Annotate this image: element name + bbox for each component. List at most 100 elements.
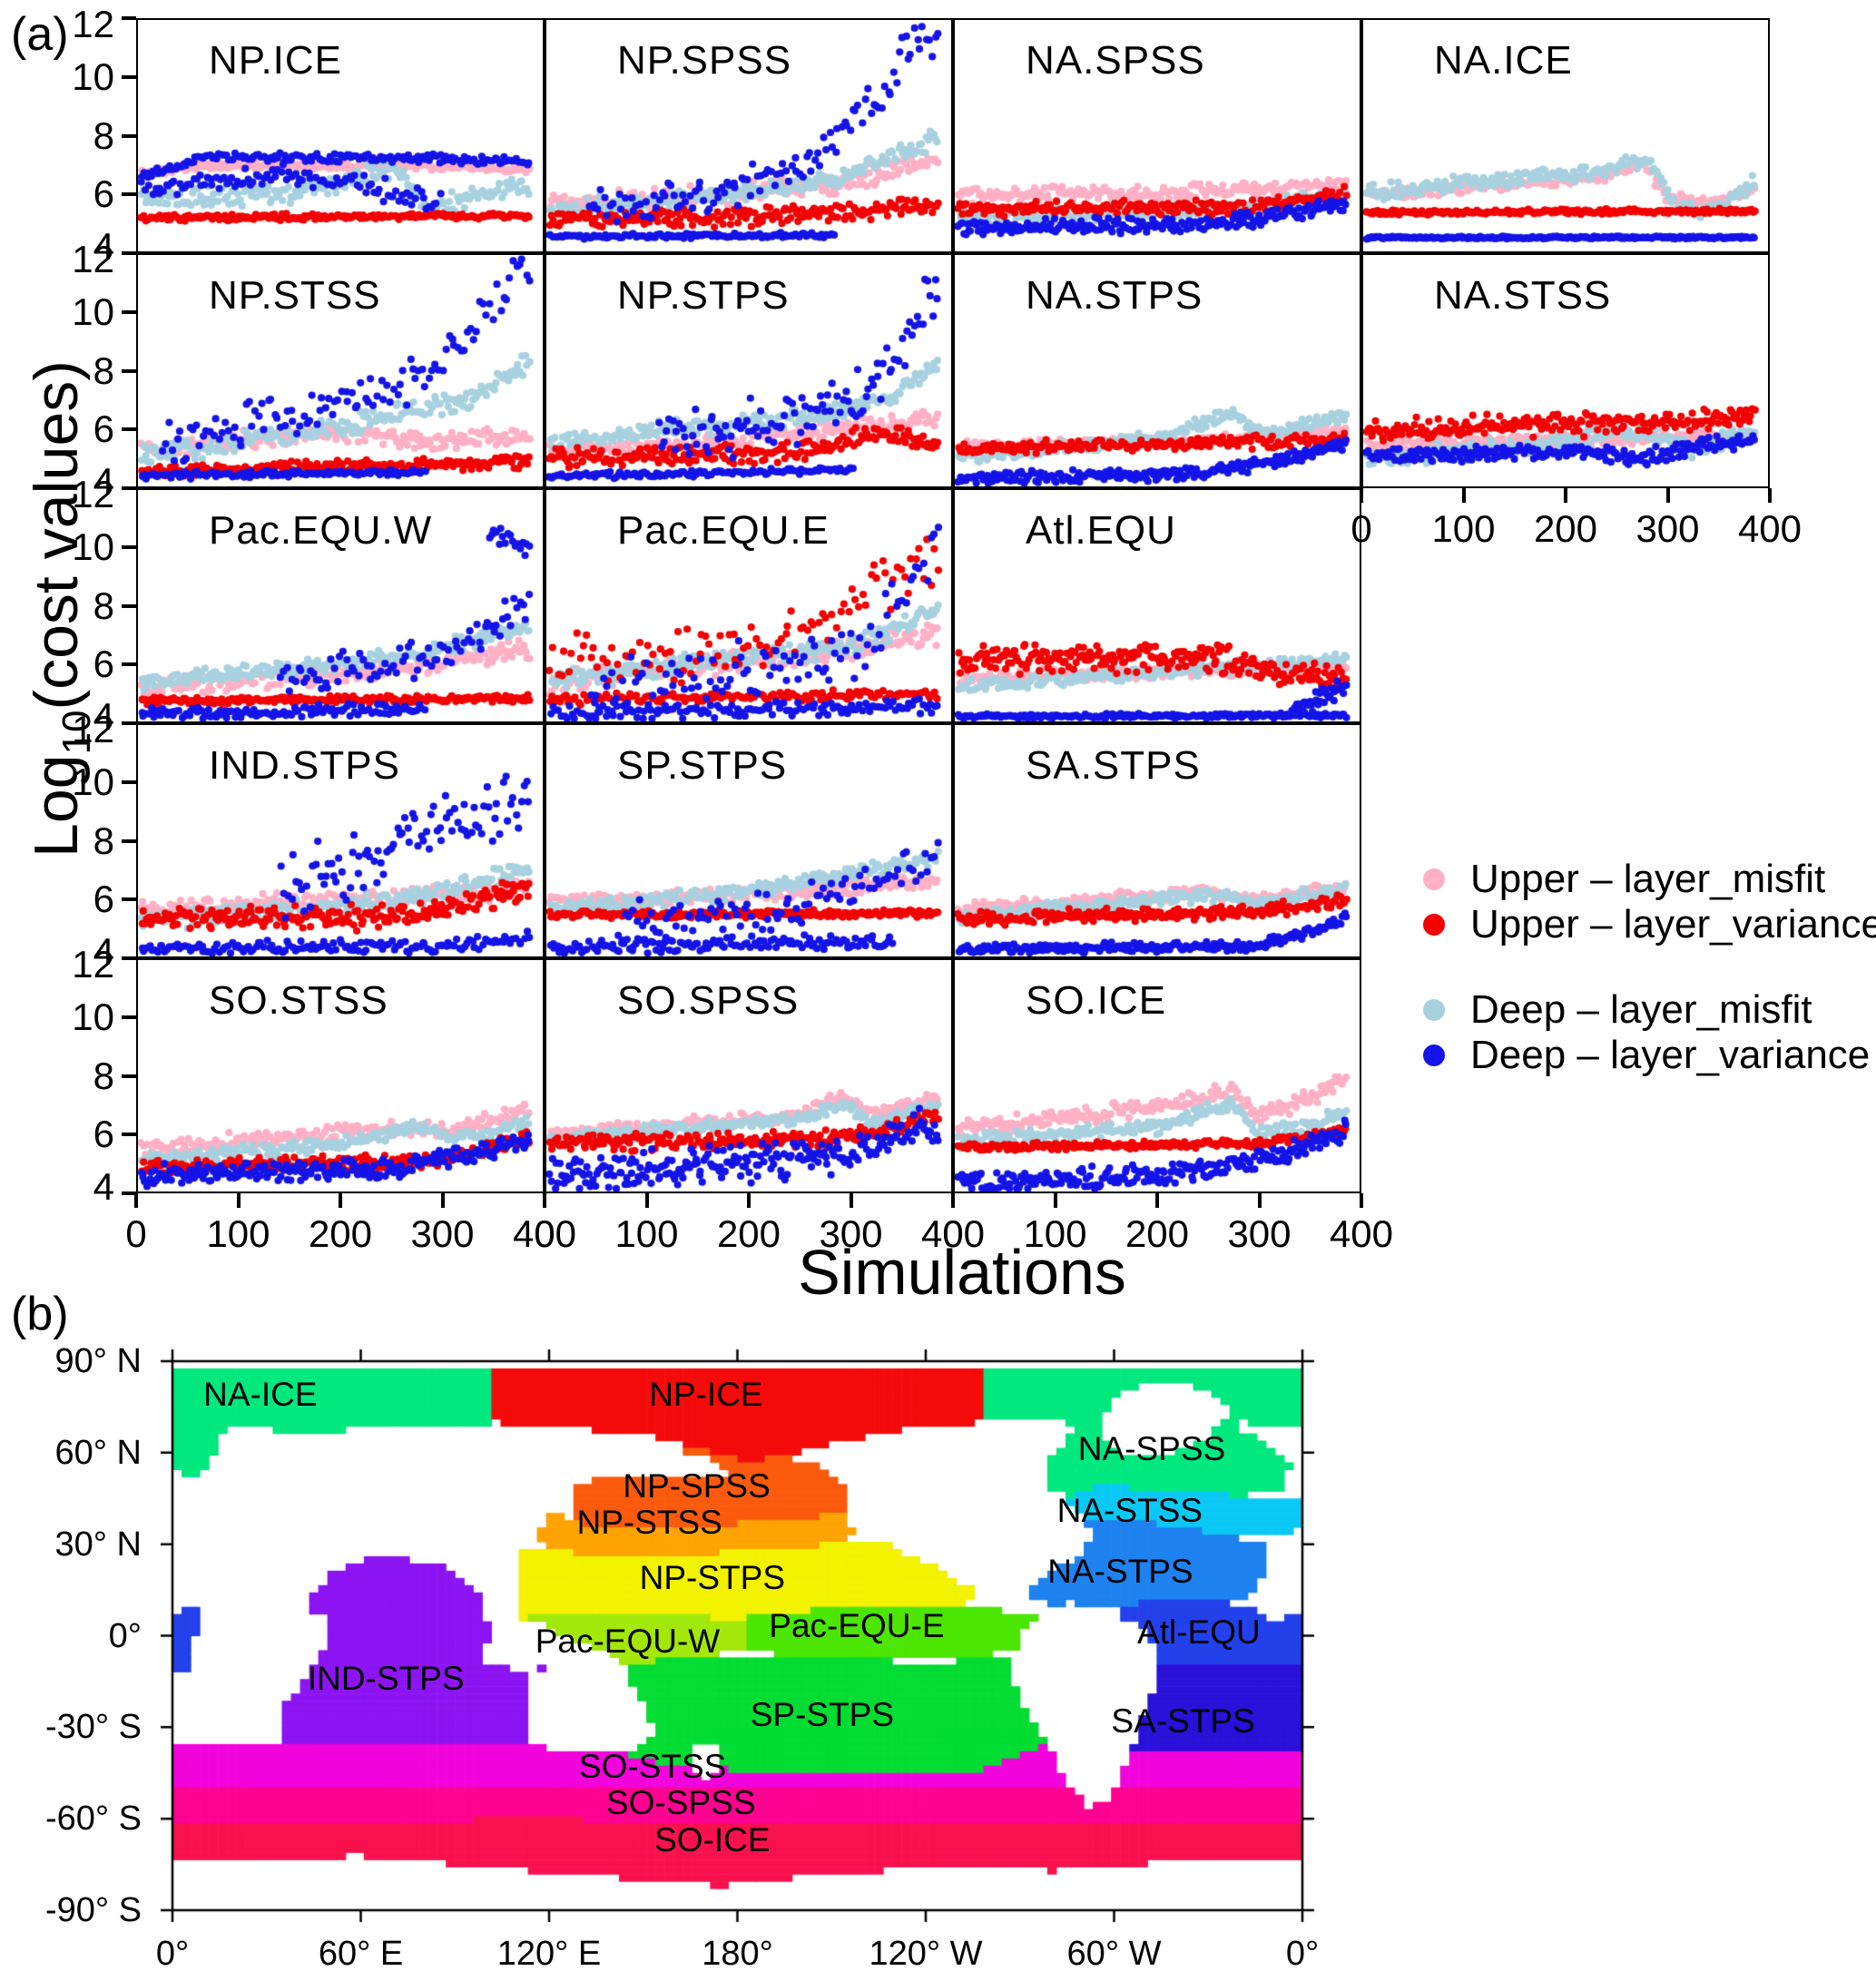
scatter-panel-so-ice: SO.ICE <box>953 958 1361 1193</box>
x-tick-mark <box>236 1193 241 1208</box>
y-tick-label: 8 <box>93 348 114 392</box>
map-region-label-na-spss: NA-SPSS <box>1077 1430 1226 1468</box>
y-tick-mark <box>122 309 136 314</box>
y-tick-label: 6 <box>93 642 114 686</box>
map-canvas <box>136 1334 1352 1969</box>
scatter-panel-sa-stps: SA.STPS <box>953 723 1361 958</box>
scatter-panel-na-stps: NA.STPS <box>953 253 1361 488</box>
map-region-label-na-ice: NA-ICE <box>203 1375 318 1413</box>
y-tick-mark <box>122 16 136 20</box>
deep-variance-dot-icon <box>1423 1044 1445 1066</box>
x-tick-mark <box>1360 488 1363 503</box>
map-y-tick-label: 90° N <box>54 1342 142 1380</box>
x-tick-mark <box>1665 488 1670 503</box>
panel-title-so-stss: SO.STSS <box>209 978 388 1023</box>
x-tick-label: 200 <box>1125 1212 1190 1255</box>
legend-item-upper-variance: Upper – layer_variance <box>1423 902 1876 947</box>
y-tick-label: 4 <box>93 460 114 503</box>
x-tick-mark <box>134 1193 138 1208</box>
y-tick-label: 4 <box>93 225 114 268</box>
y-tick-label: 12 <box>72 473 114 515</box>
y-tick-label: 12 <box>72 708 114 750</box>
scatter-canvas-ind-stps <box>138 725 543 956</box>
map-region-label-np-stss: NP-STSS <box>576 1504 722 1542</box>
legend: Upper – layer_misfit Upper – layer_varia… <box>1423 857 1876 1078</box>
map-x-tick-label: 60° W <box>1066 1935 1162 1971</box>
map-region-label-np-stps: NP-STPS <box>639 1558 786 1596</box>
y-tick-mark <box>122 1133 136 1137</box>
scatter-canvas-np-stps <box>546 255 951 486</box>
map-y-tick-label: -30° S <box>44 1708 142 1747</box>
map-region-label-pac-equ-e: Pac-EQU-E <box>769 1607 945 1645</box>
y-tick-label: 10 <box>72 289 114 333</box>
x-tick-mark <box>951 1193 955 1208</box>
map-y-tick-label: 0° <box>108 1616 142 1655</box>
x-tick-mark <box>644 1193 649 1208</box>
y-tick-label: 12 <box>72 3 114 45</box>
panel-title-ind-stps: IND.STPS <box>209 743 400 788</box>
y-tick-mark <box>122 1074 136 1078</box>
y-tick-mark <box>122 368 136 373</box>
map-x-tick-label: 60° E <box>318 1935 404 1971</box>
panel-title-np-spss: NP.SPSS <box>617 38 792 83</box>
x-tick-mark <box>1360 1193 1363 1208</box>
map-region-label-atl-equ: Atl-EQU <box>1137 1613 1261 1652</box>
map-x-tick-label: 120° E <box>496 1935 602 1971</box>
scatter-panel-sp-stps: SP.STPS <box>545 723 953 958</box>
x-tick-label: 0 <box>125 1212 147 1255</box>
x-tick-label: 0 <box>1351 507 1372 550</box>
panel-title-na-stss: NA.STSS <box>1434 273 1612 318</box>
panel-title-atl-equ: Atl.EQU <box>1026 508 1176 553</box>
x-tick-label: 300 <box>410 1212 475 1255</box>
map-x-tick-label: 0° <box>1285 1935 1320 1971</box>
panel-title-pac-equ-w: Pac.EQU.W <box>209 508 433 553</box>
legend-item-deep-variance: Deep – layer_variance <box>1423 1033 1876 1078</box>
y-tick-label: 8 <box>93 583 114 627</box>
x-tick-label: 300 <box>819 1212 883 1255</box>
upper-misfit-dot-icon <box>1423 868 1445 890</box>
y-tick-label: 10 <box>72 995 114 1038</box>
scatter-panel-atl-equ: Atl.EQU <box>953 488 1361 723</box>
y-tick-label: 10 <box>72 525 114 568</box>
scatter-panel-np-spss: NP.SPSS <box>545 18 953 253</box>
x-tick-label: 300 <box>1635 507 1700 550</box>
x-tick-label: 400 <box>1329 1212 1394 1255</box>
legend-label: Deep – layer_misfit <box>1470 987 1812 1032</box>
y-tick-label: 8 <box>93 113 114 157</box>
y-tick-mark <box>122 897 136 902</box>
map-x-tick-label: 180° <box>702 1935 773 1971</box>
scatter-panel-pac-equ-e: Pac.EQU.E <box>545 488 953 723</box>
panel-title-so-ice: SO.ICE <box>1026 978 1167 1023</box>
x-tick-label: 200 <box>1533 507 1598 550</box>
x-tick-label: 200 <box>716 1212 781 1255</box>
y-tick-label: 6 <box>93 1113 114 1156</box>
x-tick-label: 100 <box>614 1212 679 1255</box>
scatter-canvas-np-spss <box>546 20 951 251</box>
map-y-tick-label: 30° N <box>54 1525 142 1564</box>
scatter-canvas-na-stss <box>1363 255 1768 486</box>
x-tick-mark <box>849 1193 853 1208</box>
y-tick-mark <box>122 956 136 960</box>
y-tick-label: 6 <box>93 172 114 216</box>
y-tick-mark <box>122 544 136 549</box>
x-tick-label: 200 <box>308 1212 373 1255</box>
panel-b-label: (b) <box>11 1288 69 1340</box>
legend-gap <box>1423 947 1876 987</box>
panel-a-label: (a) <box>11 8 69 61</box>
map-y-tick-label: -90° S <box>44 1891 142 1929</box>
y-tick-mark <box>122 721 136 725</box>
y-tick-label: 6 <box>93 407 114 451</box>
y-tick-label: 8 <box>93 819 114 862</box>
scatter-canvas-na-spss <box>955 20 1360 251</box>
map-x-tick-label: 0° <box>155 1935 190 1971</box>
panel-title-na-stps: NA.STPS <box>1026 273 1203 318</box>
panel-title-so-spss: SO.SPSS <box>617 978 800 1023</box>
x-tick-label: 100 <box>206 1212 270 1255</box>
scatter-panel-so-stss: SO.STSS <box>136 958 545 1193</box>
map-region-label-na-stss: NA-STSS <box>1056 1491 1203 1529</box>
x-tick-label: 400 <box>920 1212 986 1255</box>
y-tick-mark <box>122 662 136 667</box>
scatter-panel-na-ice: NA.ICE <box>1361 18 1770 253</box>
map-region-label-so-stss: SO-STSS <box>578 1748 727 1786</box>
legend-item-deep-misfit: Deep – layer_misfit <box>1423 987 1876 1033</box>
